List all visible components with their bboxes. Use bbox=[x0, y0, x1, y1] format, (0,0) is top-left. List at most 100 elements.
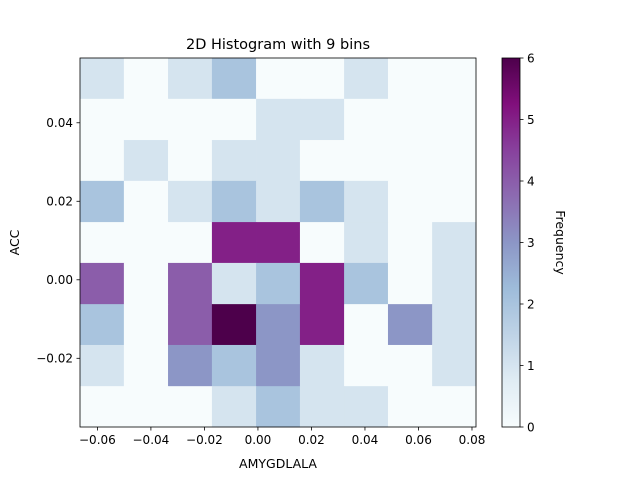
heatmap-cell bbox=[168, 180, 213, 223]
x-tick-label: 0.04 bbox=[352, 433, 379, 447]
heatmap-cell bbox=[80, 386, 125, 428]
heatmap-cell bbox=[344, 262, 389, 305]
y-tick-label: 0.02 bbox=[46, 195, 73, 209]
heatmap-cell bbox=[432, 180, 477, 223]
heatmap-cell bbox=[123, 344, 169, 387]
y-tick-label: 0.00 bbox=[46, 273, 73, 287]
heatmap-cell bbox=[344, 344, 389, 387]
heatmap-cell bbox=[168, 304, 213, 346]
x-tick-label: 0.08 bbox=[459, 433, 486, 447]
heatmap-cell bbox=[299, 58, 345, 100]
colorbar-tick-label: 0 bbox=[527, 420, 535, 434]
heatmap-cell bbox=[299, 222, 345, 264]
heatmap-cell bbox=[168, 386, 213, 428]
heatmap-cell bbox=[168, 344, 213, 387]
heatmap-cell bbox=[387, 140, 433, 182]
heatmap-cell bbox=[256, 180, 301, 223]
y-axis-ticks: −0.02 0.00 0.02 0.04 bbox=[36, 116, 80, 366]
heatmap-cell bbox=[80, 140, 125, 182]
heatmap-cell bbox=[168, 222, 213, 264]
y-tick-label: 0.04 bbox=[46, 116, 73, 130]
colorbar-tick-label: 5 bbox=[527, 113, 535, 127]
heatmap-cell bbox=[344, 58, 389, 100]
heatmap-cell bbox=[432, 304, 477, 346]
heatmap-cell bbox=[256, 98, 301, 141]
heatmap-cell bbox=[211, 386, 257, 428]
x-axis-label: AMYGDLALA bbox=[239, 456, 317, 471]
heatmap-cell bbox=[168, 140, 213, 182]
heatmap-cell bbox=[168, 262, 213, 305]
heatmap-cell bbox=[123, 58, 169, 100]
heatmap-cell bbox=[256, 222, 301, 264]
heatmap-cell bbox=[211, 98, 257, 141]
heatmap-cell bbox=[432, 386, 477, 428]
heatmap-cell bbox=[344, 386, 389, 428]
x-tick-label: 0.00 bbox=[245, 433, 272, 447]
heatmap-cell bbox=[256, 386, 301, 428]
colorbar-ticks: 0 1 2 3 4 5 6 bbox=[520, 51, 535, 434]
heatmap-cell bbox=[211, 222, 257, 264]
heatmap-cell bbox=[123, 180, 169, 223]
colorbar-tick-label: 6 bbox=[527, 51, 535, 65]
heatmap-cell bbox=[80, 222, 125, 264]
heatmap-cell bbox=[211, 344, 257, 387]
colorbar-tick-label: 3 bbox=[527, 236, 535, 250]
y-tick-label: −0.02 bbox=[36, 352, 73, 366]
heatmap-cell bbox=[80, 304, 125, 346]
plot-frame bbox=[79, 57, 477, 428]
x-tick-label: −0.02 bbox=[186, 433, 223, 447]
heatmap-cell bbox=[123, 386, 169, 428]
colorbar-tick-label: 1 bbox=[527, 359, 535, 373]
heatmap-cell bbox=[344, 222, 389, 264]
x-tick-label: −0.04 bbox=[133, 433, 170, 447]
heatmap-cell bbox=[432, 140, 477, 182]
heatmap-cell bbox=[344, 140, 389, 182]
heatmap-cell bbox=[387, 98, 433, 141]
heatmap-cell bbox=[344, 180, 389, 223]
y-axis-label: ACC bbox=[7, 229, 22, 255]
heatmap-cell bbox=[211, 140, 257, 182]
heatmap-cell bbox=[299, 304, 345, 346]
heatmap-cell bbox=[387, 262, 433, 305]
x-tick-label: −0.06 bbox=[79, 433, 116, 447]
heatmap-cell bbox=[299, 98, 345, 141]
heatmap-cell bbox=[299, 344, 345, 387]
heatmap-cell bbox=[387, 304, 433, 346]
heatmap-cell bbox=[123, 98, 169, 141]
heatmap-cell bbox=[256, 140, 301, 182]
heatmap-cell bbox=[387, 180, 433, 223]
heatmap-cell bbox=[432, 344, 477, 387]
heatmap-cell bbox=[256, 344, 301, 387]
heatmap-cell bbox=[211, 58, 257, 100]
heatmap-cell bbox=[387, 222, 433, 264]
heatmap-cell bbox=[299, 180, 345, 223]
heatmap-cell bbox=[344, 98, 389, 141]
heatmap-cell bbox=[432, 262, 477, 305]
heatmap-cell bbox=[211, 180, 257, 223]
heatmap-cell bbox=[387, 344, 433, 387]
heatmap-cell bbox=[80, 58, 125, 100]
heatmap-cell bbox=[256, 262, 301, 305]
colorbar-tick-label: 2 bbox=[527, 297, 535, 311]
heatmap-cell bbox=[299, 140, 345, 182]
heatmap-cell bbox=[123, 262, 169, 305]
colorbar-label: Frequency bbox=[553, 210, 568, 275]
heatmap-cell bbox=[80, 180, 125, 223]
heatmap-cell bbox=[123, 222, 169, 264]
heatmap-cell bbox=[432, 58, 477, 100]
heatmap-cell bbox=[432, 222, 477, 264]
colorbar bbox=[501, 57, 521, 428]
heatmap-cell bbox=[387, 386, 433, 428]
heatmap-cell bbox=[387, 58, 433, 100]
heatmap-cell bbox=[299, 262, 345, 305]
heatmap-cell bbox=[211, 304, 257, 346]
heatmap-cells bbox=[80, 58, 477, 428]
colorbar-tick-label: 4 bbox=[527, 174, 535, 188]
heatmap-cell bbox=[80, 98, 125, 141]
x-tick-label: 0.02 bbox=[298, 433, 325, 447]
heatmap-cell bbox=[344, 304, 389, 346]
heatmap-cell bbox=[80, 262, 125, 305]
heatmap-cell bbox=[123, 304, 169, 346]
heatmap-cell bbox=[256, 58, 301, 100]
heatmap-cell bbox=[299, 386, 345, 428]
